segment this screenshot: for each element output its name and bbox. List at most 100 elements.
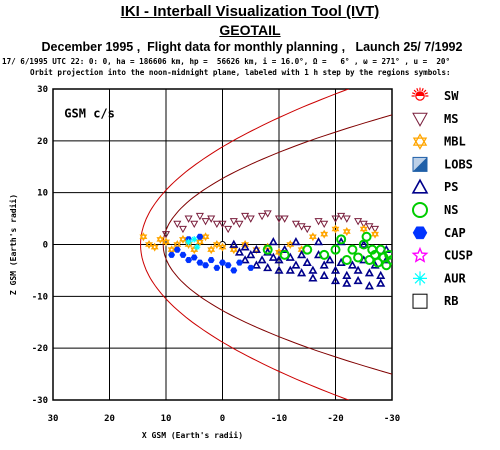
point-ps <box>268 237 278 246</box>
point-ms <box>173 220 182 228</box>
point-ns <box>364 255 375 266</box>
point-ms <box>291 220 300 228</box>
point-ms <box>280 215 289 223</box>
point-cap <box>202 262 210 269</box>
legend-label-cusp: CUSP <box>444 249 473 263</box>
y-tick-label: 30 <box>37 85 48 95</box>
point-ms <box>297 223 306 231</box>
legend-label-rb: RB <box>444 294 458 308</box>
point-ps <box>330 275 341 285</box>
point-ps <box>274 265 284 274</box>
point-ns <box>361 231 372 242</box>
point-ps <box>229 239 239 248</box>
point-ms <box>184 215 193 223</box>
point-cap <box>179 251 187 258</box>
point-ps <box>297 250 307 259</box>
point-mbl <box>331 224 340 234</box>
point-ps <box>274 255 284 264</box>
point-cap <box>219 259 226 266</box>
point-ms <box>241 212 250 221</box>
point-ns <box>319 249 330 260</box>
y-tick-label: 10 <box>37 189 48 199</box>
point-ns <box>372 257 383 268</box>
point-ps <box>285 265 295 274</box>
point-ps <box>319 260 329 269</box>
point-ns <box>279 249 290 260</box>
point-ps <box>342 270 352 279</box>
point-ns <box>330 244 341 255</box>
point-aur <box>193 243 201 251</box>
point-ps <box>302 257 312 267</box>
point-ps <box>246 250 256 259</box>
point-ps <box>308 265 318 274</box>
point-ms <box>320 220 329 228</box>
point-ps <box>342 278 352 287</box>
point-mbl <box>218 242 227 252</box>
point-ps <box>376 278 386 287</box>
x-tick-label: 0 <box>220 414 225 424</box>
point-mbl <box>371 229 379 239</box>
y-tick-label: 0 <box>43 241 48 251</box>
point-ms <box>201 218 210 226</box>
point-ns <box>387 255 392 266</box>
point-ms <box>224 225 233 234</box>
point-ps <box>297 268 307 277</box>
legend-icon-ns <box>412 202 428 218</box>
point-ms <box>354 218 363 226</box>
legend: SW MS MBL LOBS PS NS CAP CUSP AUR RB <box>411 87 473 309</box>
point-ps <box>240 242 250 251</box>
point-mbl <box>229 245 238 255</box>
point-ms <box>342 215 351 223</box>
data-points <box>139 210 392 290</box>
point-ps <box>359 239 369 248</box>
y-tick-label: -10 <box>32 292 48 302</box>
legend-icon-ms <box>412 112 428 127</box>
point-ps <box>308 273 318 282</box>
boundaries <box>140 89 392 400</box>
legend-label-ps: PS <box>444 180 458 194</box>
point-ns <box>336 234 347 245</box>
point-mbl <box>156 234 165 244</box>
point-ms <box>337 212 346 221</box>
point-ps <box>268 252 278 261</box>
point-ns <box>384 249 392 260</box>
point-ps <box>240 255 250 264</box>
x-tick-label: -30 <box>384 414 400 424</box>
point-mbl <box>167 245 176 255</box>
legend-icon-rb <box>412 293 428 309</box>
x-tick-label: -10 <box>271 414 287 424</box>
point-cap <box>230 267 238 274</box>
point-ps <box>234 247 245 256</box>
point-ns <box>262 244 273 255</box>
point-ns <box>341 255 352 266</box>
legend-icon-cap <box>412 226 428 240</box>
point-ms <box>207 215 216 223</box>
point-ms <box>212 220 221 228</box>
point-ms <box>303 225 312 234</box>
legend-label-lobs: LOBS <box>444 157 473 171</box>
point-ms <box>371 225 380 234</box>
point-ms <box>218 220 227 228</box>
x-tick-label: 30 <box>48 414 59 424</box>
legend-label-aur: AUR <box>444 271 466 285</box>
plot-frame <box>52 88 393 401</box>
point-cap <box>224 262 232 269</box>
point-cap <box>236 259 243 266</box>
legend-label-mbl: MBL <box>444 135 466 149</box>
point-ps <box>251 260 261 269</box>
y-axis-label: Z GSM (Earth's radii) <box>8 194 18 295</box>
legend-icon-cusp <box>411 246 429 263</box>
point-mbl <box>162 237 170 247</box>
point-ms <box>178 225 187 234</box>
point-aur <box>191 236 198 243</box>
point-ms <box>246 215 255 223</box>
point-mbl <box>308 232 317 242</box>
x-axis-label: X GSM (Earth's radii) <box>142 430 243 440</box>
boundary-magnetopause <box>162 114 392 375</box>
satellite-name: GEOTAIL <box>219 22 281 38</box>
chart-subtitle: December 1995 , Flight data for monthly … <box>41 40 463 54</box>
point-ps <box>376 270 386 279</box>
point-cap <box>190 254 198 261</box>
